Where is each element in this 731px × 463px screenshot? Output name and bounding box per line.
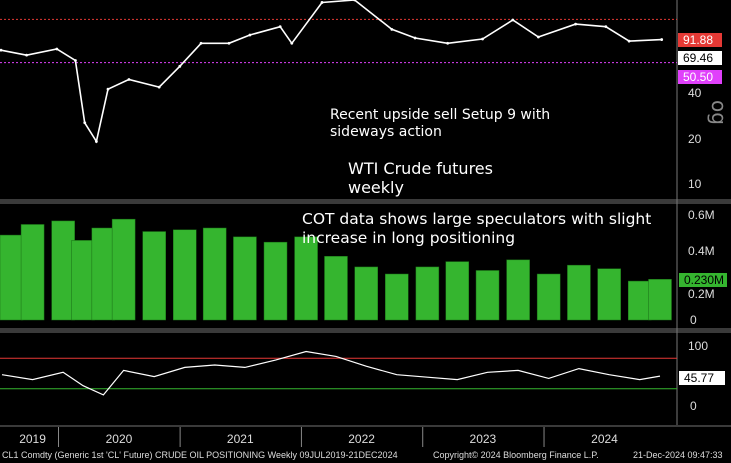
cot-last-label: 0.230M — [684, 273, 724, 287]
panel-separator-1 — [0, 199, 731, 204]
price-point-23 — [574, 22, 577, 26]
osc-last-badge — [679, 371, 725, 385]
price-point-14 — [290, 41, 294, 45]
price-point-5 — [94, 140, 98, 143]
cot-panel-title: COT data shows large speculators with sl… — [302, 210, 652, 247]
x-tick-label-2020: 2020 — [106, 432, 133, 446]
annotation-setup9: Recent upside sell Setup 9 with sideways… — [330, 107, 551, 140]
cot-bar-2 — [51, 220, 75, 321]
level-label-magenta: 50.50 — [683, 70, 713, 84]
oscillator-panel — [0, 350, 677, 396]
last-price-badge — [678, 51, 722, 65]
price-point-22 — [536, 35, 540, 39]
price-point-10 — [199, 41, 203, 45]
cot-bar-4 — [91, 227, 116, 321]
price-tick-40: 40 — [688, 86, 702, 100]
price-point-24 — [604, 25, 608, 29]
price-point-11 — [227, 41, 231, 45]
cot-bar-16 — [445, 261, 470, 321]
price-point-3 — [74, 59, 77, 62]
last-price-label: 69.46 — [683, 51, 713, 65]
price-point-16 — [353, 0, 356, 2]
footer-security-description: CL1 Comdty (Generic 1st 'CL' Future) CRU… — [2, 450, 398, 460]
footer-timestamp: 21-Dec-2024 09:47:33 — [633, 450, 723, 460]
price-point-19 — [446, 41, 450, 45]
cot-bar-11 — [294, 236, 318, 321]
price-point-8 — [157, 85, 161, 89]
cot-bar-22 — [627, 280, 652, 321]
price-point-9 — [178, 64, 182, 68]
x-tick-label-2022: 2022 — [348, 432, 375, 446]
price-point-12 — [248, 33, 252, 37]
osc-tick-0: 0 — [690, 399, 697, 413]
cot-tick-0: 0 — [690, 313, 697, 327]
cot-bar-20 — [567, 264, 591, 321]
osc-tick-100: 100 — [688, 339, 708, 353]
x-tick-label-2023: 2023 — [470, 432, 497, 446]
cot-tick-0.4m: 0.4M — [688, 244, 715, 258]
price-panel — [0, 0, 677, 144]
cot-bar-5 — [111, 218, 136, 321]
level-label-red: 91.88 — [683, 33, 713, 47]
osc-last-label: 45.77 — [684, 371, 714, 385]
level-badge-red — [678, 33, 722, 47]
x-tick-label-2024: 2024 — [591, 432, 618, 446]
cot-bar-14 — [385, 273, 409, 321]
cot-bar-6 — [142, 231, 166, 321]
cot-tick-0.2m: 0.2M — [688, 287, 715, 301]
panel-separator-3 — [0, 425, 731, 427]
price-point-18 — [413, 36, 417, 40]
price-point-4 — [83, 121, 87, 125]
price-point-7 — [127, 78, 131, 81]
cot-bar-15 — [415, 266, 440, 321]
cot-bar-23 — [648, 279, 672, 321]
cot-tick-0.6m: 0.6M — [688, 208, 715, 222]
price-point-26 — [660, 38, 664, 41]
price-point-21 — [511, 18, 515, 22]
price-point-20 — [481, 37, 484, 41]
x-tick-label-2021: 2021 — [227, 432, 254, 446]
price-point-2 — [55, 47, 59, 51]
cot-panel — [0, 218, 672, 321]
cot-bar-3 — [71, 240, 95, 321]
cot-bar-12 — [324, 256, 348, 321]
cot-bar-1 — [20, 224, 45, 321]
price-point-13 — [278, 25, 282, 29]
cot-bar-8 — [202, 227, 227, 321]
cot-bar-9 — [233, 236, 257, 321]
price-point-15 — [320, 1, 324, 4]
cot-last-badge — [679, 273, 727, 287]
cot-bar-18 — [506, 259, 530, 321]
cot-bar-19 — [536, 273, 561, 321]
cot-bar-10 — [263, 241, 288, 321]
x-axis: 2019 2020 2021 2022 2023 2024 — [19, 427, 618, 447]
price-tick-10: 10 — [688, 177, 702, 191]
price-point-1 — [25, 53, 28, 57]
price-point-6 — [106, 87, 110, 91]
osc-series-line — [1, 350, 661, 396]
level-badge-magenta — [678, 70, 722, 84]
panel-separator-2 — [0, 328, 731, 333]
x-tick-label-2019: 2019 — [19, 432, 46, 446]
footer-copyright: Copyright© 2024 Bloomberg Finance L.P. — [433, 450, 599, 460]
price-tick-20: 20 — [688, 132, 702, 146]
cot-bar-17 — [475, 270, 500, 321]
price-panel-title: WTI Crude futures weekly — [348, 159, 493, 198]
price-point-0 — [0, 48, 3, 52]
cot-bar-21 — [597, 268, 621, 321]
cot-bar-7 — [173, 229, 197, 321]
axis-badge-og: og — [707, 100, 731, 125]
price-point-17 — [390, 27, 394, 31]
price-point-25 — [627, 39, 631, 43]
cot-bar-13 — [354, 266, 378, 321]
footer-bar: CL1 Comdty (Generic 1st 'CL' Future) CRU… — [0, 447, 731, 463]
cot-bar-0 — [0, 234, 24, 321]
